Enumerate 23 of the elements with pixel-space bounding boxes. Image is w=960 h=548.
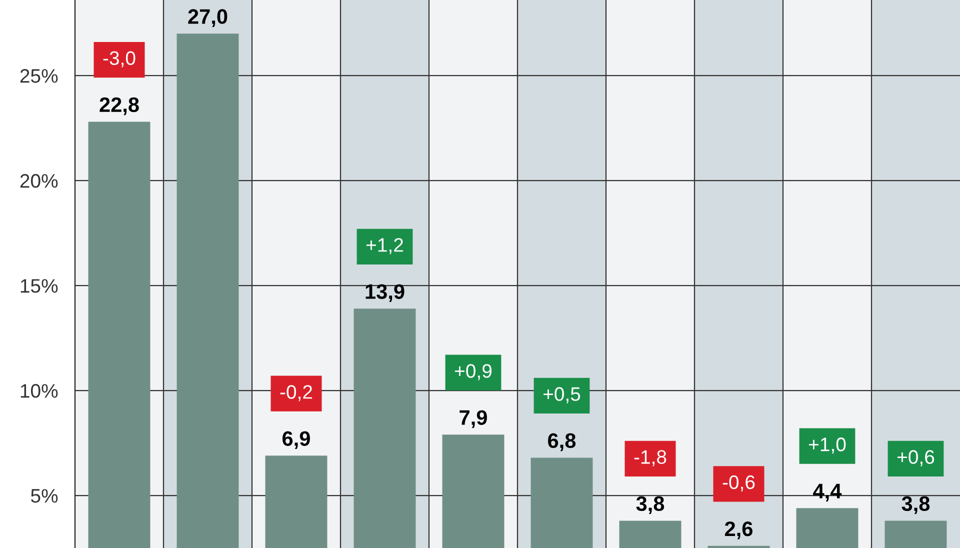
data-label: 22,8: [100, 97, 139, 116]
y-tick-label: 25%: [20, 69, 58, 83]
data-label: 13,9: [366, 284, 404, 302]
y-tick-label: 5%: [31, 489, 58, 503]
annotation: +0,6: [898, 450, 934, 466]
data-label: 2,6: [724, 521, 752, 540]
annotation: -3,0: [103, 51, 136, 68]
data-label: 3,8: [636, 496, 664, 514]
annotation: -1,8: [634, 450, 666, 466]
data-label: 6,9: [282, 431, 310, 449]
annotation: -0,2: [280, 385, 312, 402]
data-label: 6,8: [548, 433, 576, 452]
annotation: -0,6: [722, 475, 755, 492]
y-tick-label: 15%: [20, 279, 58, 293]
annotation: +0,9: [455, 364, 492, 380]
data-label: 27,0: [188, 9, 228, 27]
y-tick-label: 10%: [20, 384, 58, 398]
annotation: +1,0: [809, 438, 846, 454]
annotation: +0,5: [544, 387, 580, 404]
data-label: 7,9: [460, 410, 487, 428]
annotation: +1,2: [366, 238, 403, 254]
data-label: 3,8: [902, 496, 930, 514]
y-tick-label: 20%: [20, 174, 58, 188]
